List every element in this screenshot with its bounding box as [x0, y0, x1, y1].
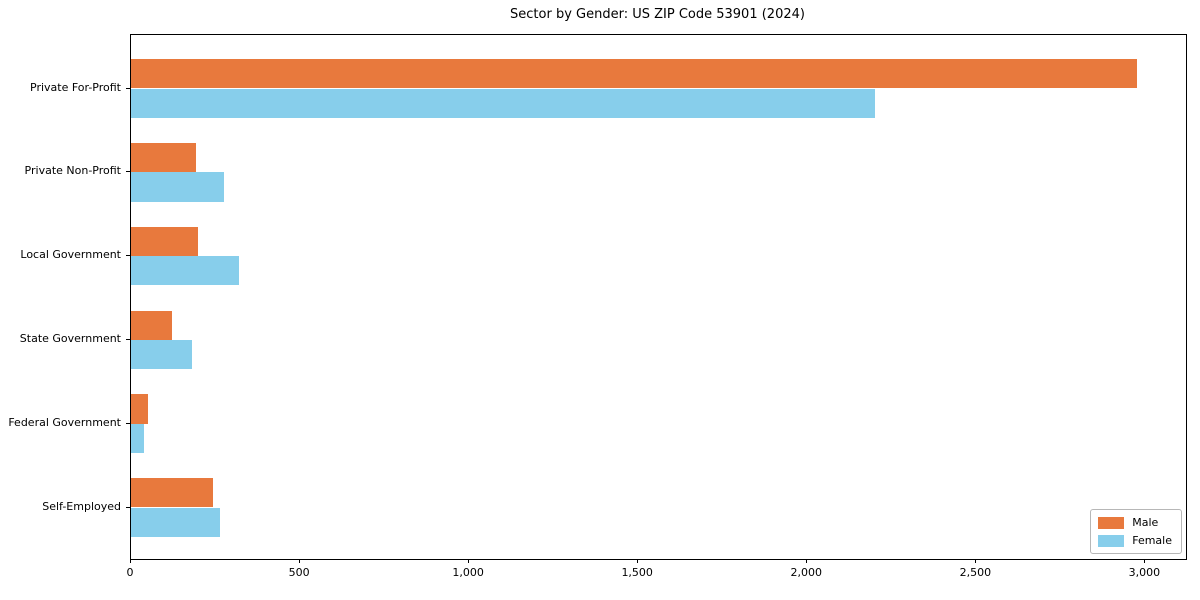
x-tick-label-2500: 2,500 — [959, 566, 992, 579]
y-tick-mark — [126, 506, 130, 508]
bar-male-self-employed — [131, 478, 214, 508]
bar-female-local-government — [131, 256, 240, 286]
chart-title: Sector by Gender: US ZIP Code 53901 (202… — [510, 7, 805, 22]
y-axis-label-federal-government: Federal Government — [8, 415, 121, 429]
x-tick-label-2000: 2,000 — [790, 566, 823, 579]
x-tick-mark — [1144, 559, 1146, 563]
x-tick-label-3000: 3,000 — [1128, 566, 1161, 579]
male-series-swatch — [1098, 516, 1125, 529]
x-tick-mark — [975, 559, 977, 563]
bar-female-private-non-profit — [131, 172, 224, 202]
x-tick-mark — [468, 559, 470, 563]
y-tick-mark — [126, 338, 130, 340]
bar-male-local-government — [131, 226, 198, 257]
x-tick-mark — [806, 559, 808, 563]
x-tick-mark — [637, 559, 639, 563]
bar-male-state-government — [131, 310, 172, 340]
bar-male-federal-government — [131, 394, 149, 424]
legend-entry-female: Female — [1098, 534, 1172, 547]
bar-female-self-employed — [131, 507, 221, 537]
legend-label-male: Male — [1132, 516, 1159, 529]
x-tick-mark — [130, 559, 131, 563]
y-tick-mark — [126, 422, 130, 424]
y-axis-label-self-employed: Self-Employed — [42, 499, 121, 513]
plot-area: Male Female — [130, 34, 1187, 560]
y-axis-label-local-government: Local Government — [20, 248, 121, 262]
x-tick-mark — [299, 559, 301, 563]
bar-female-state-government — [131, 339, 192, 370]
legend-label-female: Female — [1132, 534, 1172, 547]
y-tick-mark — [126, 255, 130, 257]
y-tick-mark — [126, 87, 130, 89]
y-axis-label-state-government: State Government — [19, 331, 121, 345]
y-axis-label-private-for-profit: Private For-Profit — [30, 80, 121, 94]
bar-female-private-for-profit — [131, 88, 875, 118]
y-tick-mark — [126, 171, 130, 173]
y-axis-label-private-non-profit: Private Non-Profit — [24, 164, 121, 178]
bar-female-federal-government — [131, 423, 144, 453]
female-series-swatch — [1098, 534, 1125, 547]
x-tick-label-500: 500 — [288, 566, 310, 579]
x-tick-label-1000: 1,000 — [452, 566, 484, 579]
x-tick-label-0: 0 — [126, 566, 134, 579]
bar-male-private-for-profit — [131, 59, 1137, 89]
bar-male-private-non-profit — [131, 143, 196, 173]
legend: Male Female — [1090, 509, 1182, 554]
legend-entry-male: Male — [1098, 516, 1172, 529]
x-tick-label-1500: 1,500 — [621, 566, 653, 579]
